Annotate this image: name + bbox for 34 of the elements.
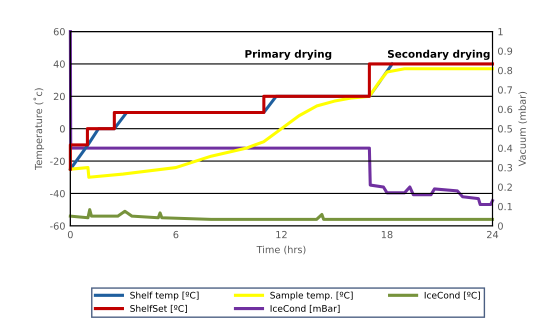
legend-label: Shelf temp [ºC] xyxy=(130,292,199,300)
line-series xyxy=(68,208,494,221)
legend-label: IceCond [ºC] xyxy=(424,292,480,300)
y2-tick-label: 1 xyxy=(498,28,503,36)
x-tick-label: 18 xyxy=(382,230,392,238)
y-axis-title: Temperature (˚c) xyxy=(34,88,44,170)
y2-tick-label: 0.9 xyxy=(498,47,512,55)
y-tick-label: 40 xyxy=(54,60,65,68)
annotation: Primary drying xyxy=(245,50,332,60)
y-tick-label: -60 xyxy=(50,222,65,230)
legend-label: IceCond [mBar] xyxy=(270,304,340,313)
y-tick-label: -20 xyxy=(50,158,65,165)
y2-tick-label: 0.6 xyxy=(498,106,512,114)
x-tick-label: 6 xyxy=(173,230,178,238)
y2-tick-label: 0 xyxy=(498,222,503,230)
x-axis-title: Time (hrs) xyxy=(256,246,306,254)
y2-tick-label: 0.1 xyxy=(498,202,512,210)
legend-label: ShelfSet [ºC] xyxy=(130,304,187,313)
y-tick-label: 20 xyxy=(54,92,65,100)
y-tick-label: -40 xyxy=(50,190,65,198)
y2-tick-label: 0.7 xyxy=(498,86,512,94)
annotation: Secondary drying xyxy=(388,50,490,60)
x-tick-label: 12 xyxy=(276,230,287,238)
x-tick-label: 0 xyxy=(68,230,73,238)
y2-tick-label: 0.3 xyxy=(498,164,512,172)
y-tick-label: 0 xyxy=(60,125,65,133)
legend-label: Sample temp. [ºC] xyxy=(270,292,353,300)
y2-axis-title: Vacuum (mbar) xyxy=(518,92,528,166)
y2-tick-label: 0.2 xyxy=(498,183,512,191)
y2-tick-label: 0.8 xyxy=(498,66,512,74)
y2-tick-label: 0.5 xyxy=(498,125,512,133)
x-tick-label: 24 xyxy=(487,230,498,238)
y2-tick-label: 0.4 xyxy=(498,144,512,152)
y-tick-label: 60 xyxy=(54,28,65,36)
